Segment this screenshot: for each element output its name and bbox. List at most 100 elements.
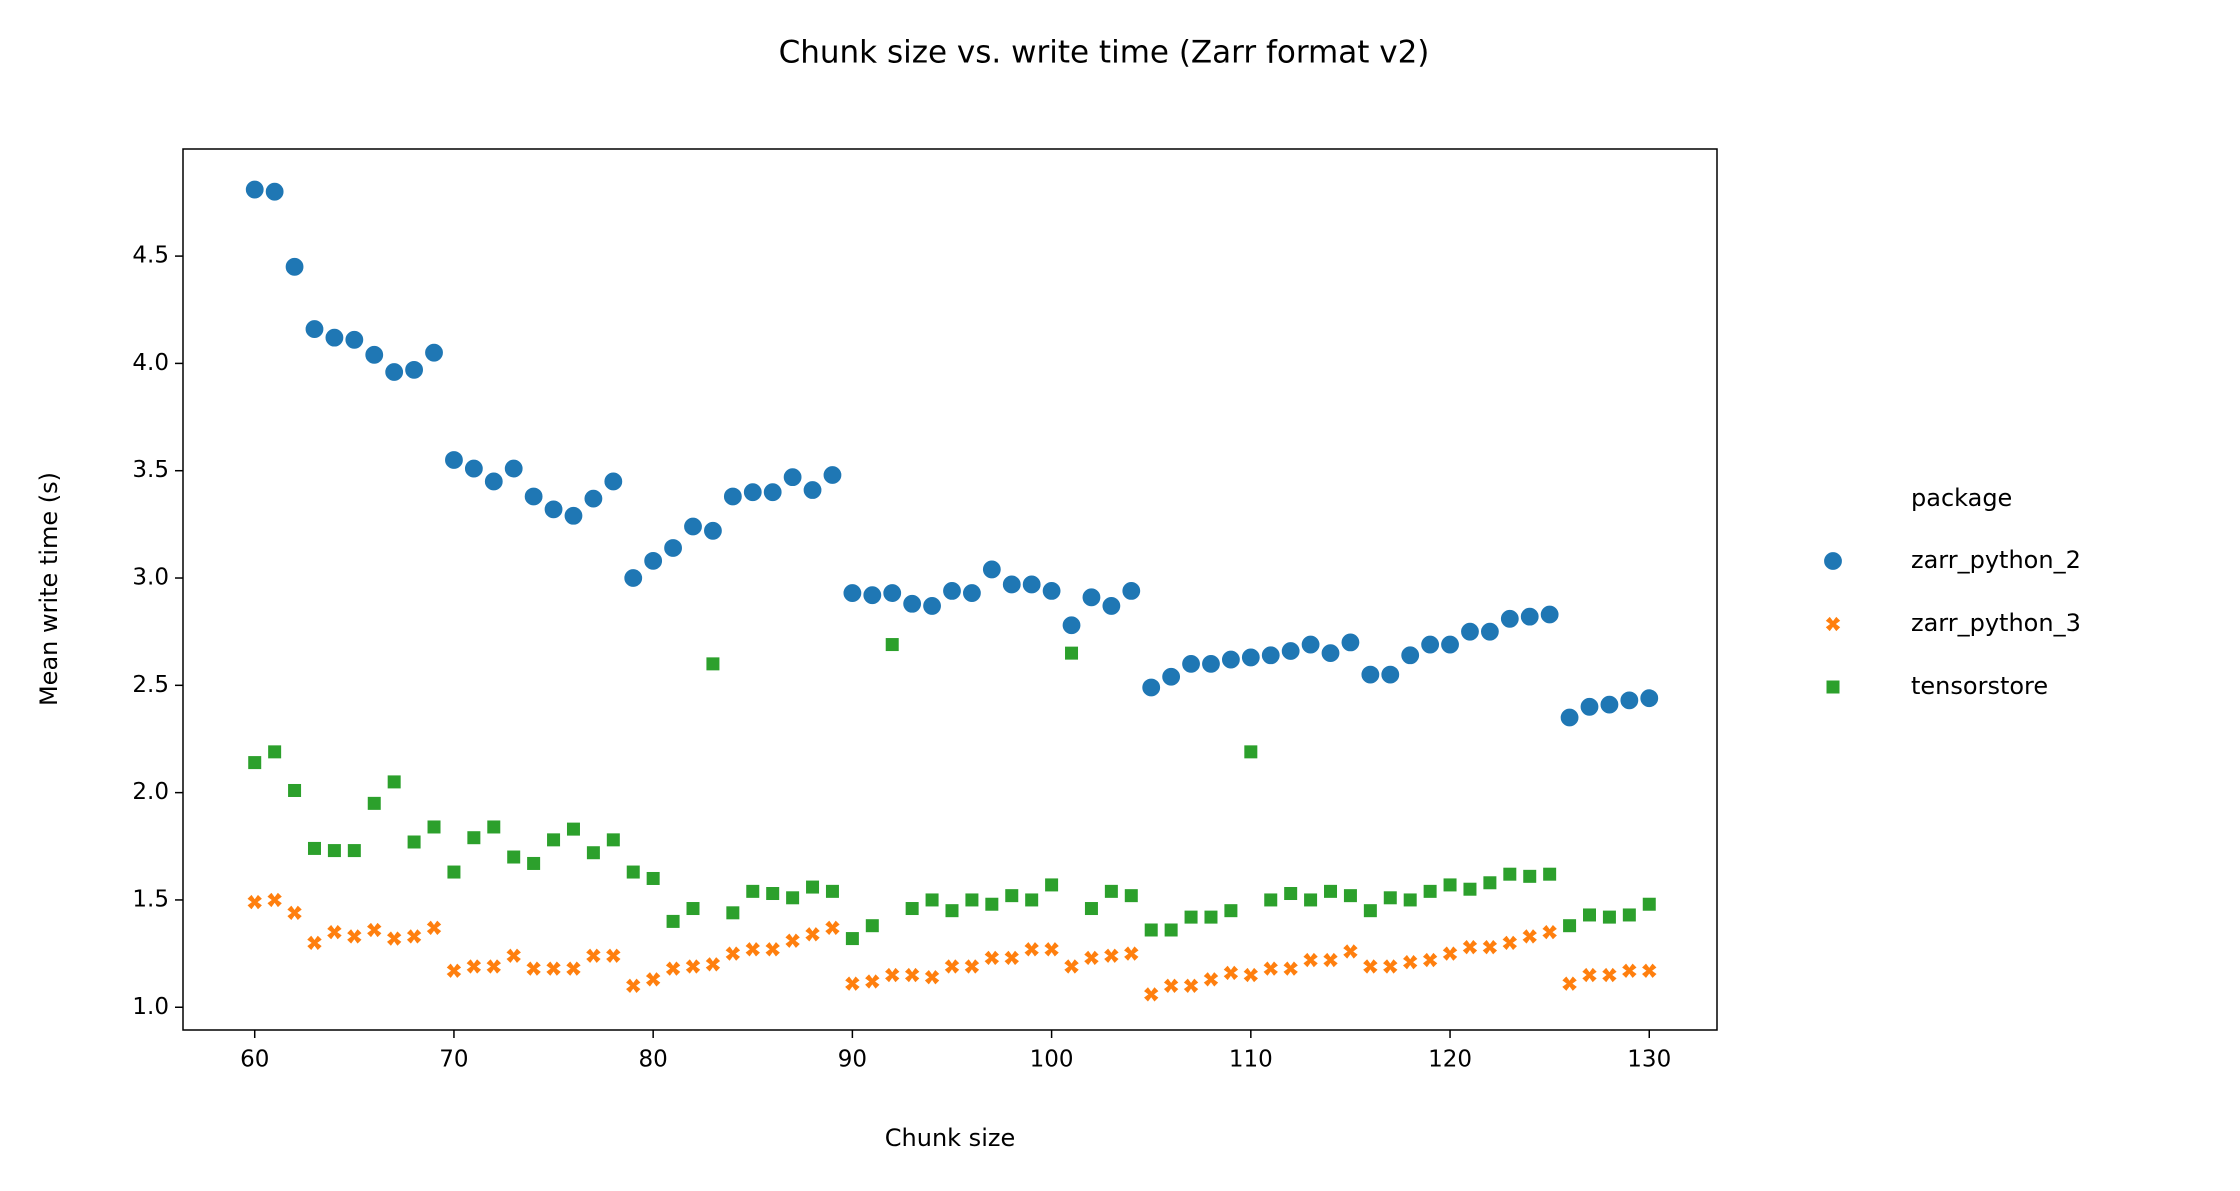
legend-marker xyxy=(1825,679,1841,695)
data-point xyxy=(1342,888,1358,904)
data-point xyxy=(1620,962,1638,980)
data-point xyxy=(1619,690,1640,711)
data-point xyxy=(1539,604,1560,625)
data-point xyxy=(883,966,901,984)
data-point xyxy=(1103,883,1119,899)
data-point xyxy=(1222,964,1240,982)
legend-label: zarr_python_3 xyxy=(1911,609,2081,637)
data-point xyxy=(1441,945,1459,962)
x-tick-label: 130 xyxy=(1627,1047,1671,1073)
y-tick-label: 1.0 xyxy=(132,994,169,1020)
data-point xyxy=(924,892,940,908)
data-point xyxy=(1083,901,1099,917)
data-point xyxy=(1382,890,1398,906)
data-point xyxy=(1182,977,1200,995)
data-point xyxy=(1283,886,1299,902)
data-point xyxy=(1601,966,1618,984)
data-point xyxy=(423,342,445,363)
data-point xyxy=(1282,960,1300,978)
data-point xyxy=(1641,896,1657,912)
data-point xyxy=(267,744,283,760)
data-point xyxy=(385,930,403,947)
data-point xyxy=(443,449,465,471)
data-point xyxy=(1004,888,1020,904)
data-point xyxy=(1200,653,1222,674)
data-point xyxy=(1262,960,1280,978)
data-point xyxy=(1320,643,1341,664)
data-point xyxy=(765,886,781,902)
data-point xyxy=(326,923,343,941)
data-point xyxy=(384,361,405,383)
data-point xyxy=(904,901,920,917)
data-point xyxy=(981,559,1002,580)
data-point xyxy=(742,482,763,503)
data-point xyxy=(745,883,761,899)
data-point xyxy=(1581,907,1597,923)
data-point xyxy=(1562,918,1578,934)
data-point xyxy=(864,918,880,934)
y-tick-label: 3.5 xyxy=(132,457,169,483)
data-point xyxy=(1121,580,1142,601)
data-point xyxy=(346,843,362,859)
data-point xyxy=(1021,574,1042,595)
data-point xyxy=(941,580,963,601)
data-point xyxy=(725,905,741,921)
data-point xyxy=(921,595,943,617)
data-point xyxy=(326,843,342,859)
data-point xyxy=(1361,958,1379,975)
data-point xyxy=(1581,966,1598,984)
data-point xyxy=(1481,938,1499,956)
data-point xyxy=(704,955,722,973)
data-point xyxy=(304,318,325,340)
data-point xyxy=(1024,892,1040,908)
legend-marker xyxy=(1822,550,1844,572)
data-point xyxy=(862,585,883,606)
data-point xyxy=(406,834,422,850)
data-point xyxy=(287,782,303,798)
data-point xyxy=(344,329,365,350)
data-point xyxy=(485,958,503,975)
y-tick-label: 2.5 xyxy=(132,672,169,698)
data-point xyxy=(1023,940,1041,958)
x-tick-label: 110 xyxy=(1229,1047,1273,1073)
data-point xyxy=(247,755,263,771)
data-point xyxy=(1400,645,1421,666)
data-point xyxy=(625,864,641,880)
data-point xyxy=(266,891,284,909)
data-point xyxy=(463,458,484,479)
data-point xyxy=(1461,938,1479,956)
data-point xyxy=(983,949,1001,967)
data-point xyxy=(545,960,562,978)
data-point xyxy=(684,958,702,975)
data-point xyxy=(1501,934,1519,952)
data-point xyxy=(1559,707,1580,728)
data-point xyxy=(1422,883,1438,899)
data-point xyxy=(583,488,604,509)
data-point xyxy=(782,467,803,488)
data-point xyxy=(1521,928,1539,945)
data-point xyxy=(246,893,264,911)
data-point xyxy=(585,947,602,965)
data-point xyxy=(1161,666,1182,687)
data-point xyxy=(824,919,841,937)
data-point xyxy=(1003,949,1021,967)
x-tick-label: 70 xyxy=(439,1047,468,1073)
data-point xyxy=(605,832,621,848)
data-point xyxy=(1141,677,1162,698)
data-point xyxy=(784,932,802,950)
data-point xyxy=(585,845,601,861)
x-tick-label: 120 xyxy=(1428,1047,1472,1073)
data-point xyxy=(1223,903,1239,919)
data-point xyxy=(682,516,704,537)
data-point xyxy=(724,945,742,962)
data-point xyxy=(842,582,863,604)
data-point xyxy=(884,637,900,653)
data-point xyxy=(1122,945,1140,962)
data-point xyxy=(664,960,682,978)
data-point xyxy=(1601,909,1617,925)
data-point xyxy=(805,879,821,895)
data-point xyxy=(764,940,782,958)
data-point xyxy=(1462,881,1478,897)
